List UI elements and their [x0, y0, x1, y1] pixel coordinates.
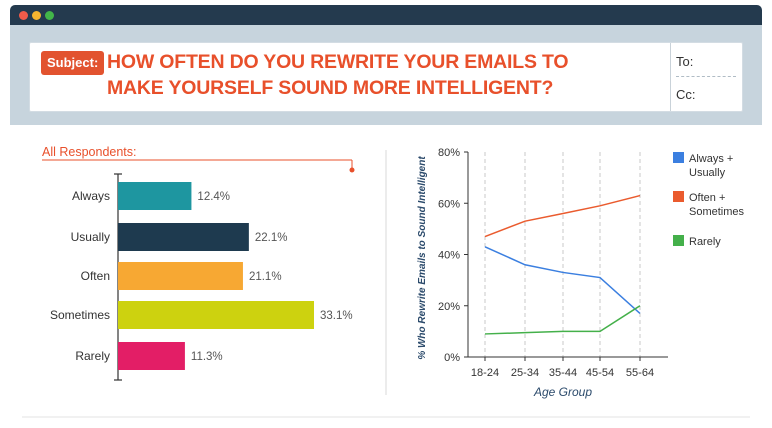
title-line-2: MAKE YOURSELF SOUND MORE INTELLIGENT? [107, 77, 554, 99]
bar-chart-title: All Respondents: [42, 145, 137, 159]
x-tick-label: 35-44 [549, 367, 577, 379]
cc-field-label[interactable]: Cc: [676, 87, 696, 102]
bar-category-label: Rarely [75, 349, 110, 363]
legend-label: Usually [689, 167, 726, 179]
legend-label: Rarely [689, 236, 721, 248]
header-divider [670, 43, 671, 111]
x-tick-label: 25-34 [511, 367, 539, 379]
series-line [484, 246, 641, 314]
email-header-card: Subject: HOW OFTEN DO YOU REWRITE YOUR E… [29, 42, 743, 112]
x-axis-title: Age Group [533, 385, 592, 399]
page-title: HOW OFTEN DO YOU REWRITE YOUR EMAILS TO … [107, 49, 627, 101]
x-tick-label: 55-64 [626, 367, 654, 379]
title-line-1: HOW OFTEN DO YOU REWRITE YOUR EMAILS TO [107, 51, 569, 73]
y-tick-label: 0% [444, 352, 460, 364]
bar-data-label: 21.1% [249, 271, 282, 283]
y-tick-label: 80% [438, 147, 460, 159]
legend-label: Sometimes [689, 206, 745, 218]
close-dot-icon[interactable] [19, 11, 28, 20]
bar [118, 301, 314, 329]
y-tick-label: 40% [438, 250, 460, 262]
bar-data-label: 22.1% [255, 232, 288, 244]
bar-data-label: 11.3% [191, 351, 223, 363]
bar-data-label: 12.4% [197, 191, 230, 203]
bar-category-label: Sometimes [50, 308, 110, 322]
subject-label: Subject: [41, 51, 105, 75]
y-tick-label: 60% [438, 198, 460, 210]
x-tick-label: 18-24 [471, 367, 499, 379]
series-line [484, 194, 641, 238]
minimize-dot-icon[interactable] [32, 11, 41, 20]
window-titlebar [10, 5, 762, 25]
series-line [484, 305, 641, 335]
legend-swatch [673, 191, 684, 202]
y-axis-title: % Who Rewrite Emails to Sound Intelligen… [417, 156, 428, 360]
bar [118, 342, 185, 370]
bar-category-label: Often [81, 269, 110, 283]
bar-data-label: 33.1% [320, 310, 353, 322]
y-tick-label: 20% [438, 301, 460, 313]
to-cc-divider [676, 76, 736, 77]
x-tick-label: 45-54 [586, 367, 614, 379]
to-field-label[interactable]: To: [676, 54, 694, 69]
legend-label: Always + [689, 153, 733, 165]
title-underline-dot [349, 167, 355, 173]
bar-category-label: Always [72, 189, 110, 203]
legend-swatch [673, 235, 684, 246]
maximize-dot-icon[interactable] [45, 11, 54, 20]
bar [118, 182, 192, 210]
bar [118, 223, 249, 251]
bar [118, 262, 243, 290]
legend-label: Often + [689, 192, 725, 204]
legend-swatch [673, 152, 684, 163]
bar-category-label: Usually [71, 230, 110, 244]
